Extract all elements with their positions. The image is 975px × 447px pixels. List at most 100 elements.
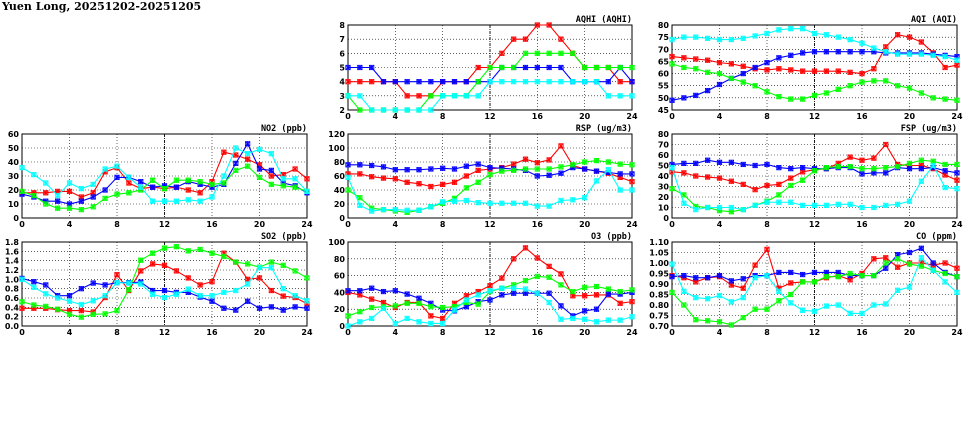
marker-star xyxy=(593,283,600,290)
x-tick-label: 4 xyxy=(393,112,399,121)
marker-star xyxy=(55,198,61,204)
data-point xyxy=(487,297,493,303)
marker-star xyxy=(209,298,215,304)
data-point xyxy=(570,50,576,56)
data-point xyxy=(357,202,363,209)
data-point xyxy=(895,287,901,293)
marker-star xyxy=(835,302,841,308)
marker-star xyxy=(392,320,398,327)
marker-star xyxy=(788,280,794,286)
data-point xyxy=(161,185,168,192)
data-point xyxy=(102,166,108,172)
marker-star xyxy=(546,50,552,56)
marker-star xyxy=(823,49,829,55)
marker-star xyxy=(428,304,434,310)
marker-star xyxy=(522,36,529,42)
marker-star xyxy=(629,299,635,305)
data-point xyxy=(716,204,723,211)
data-point xyxy=(558,170,564,176)
marker-star xyxy=(185,275,191,281)
marker-star xyxy=(871,204,877,211)
data-point xyxy=(681,288,687,294)
data-point xyxy=(114,279,120,286)
y-tick-label: 65 xyxy=(658,57,670,66)
data-point xyxy=(823,90,829,96)
marker-star xyxy=(669,36,675,43)
data-point xyxy=(871,302,877,308)
data-point xyxy=(705,296,711,302)
data-point xyxy=(66,293,73,299)
data-point xyxy=(728,159,734,165)
data-point xyxy=(593,178,600,184)
marker-star xyxy=(304,305,310,311)
data-point xyxy=(558,316,564,322)
data-point xyxy=(463,293,469,299)
marker-star xyxy=(475,301,481,307)
marker-star xyxy=(43,282,49,288)
marker-star xyxy=(416,295,422,301)
y-tick-label: 0 xyxy=(339,322,345,331)
data-point xyxy=(102,282,108,288)
data-point xyxy=(150,250,156,256)
x-tick-label: 8 xyxy=(764,328,770,337)
marker-star xyxy=(245,298,251,304)
data-point xyxy=(304,275,310,281)
data-point xyxy=(764,272,770,279)
marker-star xyxy=(197,190,203,196)
data-point xyxy=(752,202,758,209)
series-green xyxy=(669,256,960,328)
x-tick-label: 12 xyxy=(159,328,170,337)
data-point xyxy=(835,86,841,92)
marker-star xyxy=(752,64,758,71)
data-point xyxy=(428,166,434,172)
marker-star xyxy=(823,202,829,209)
marker-star xyxy=(617,93,623,99)
marker-star xyxy=(558,143,564,149)
data-point xyxy=(511,64,517,71)
marker-star xyxy=(716,81,723,88)
data-point xyxy=(693,92,699,99)
data-point xyxy=(138,184,144,190)
marker-star xyxy=(304,188,310,195)
y-tick-label: 20 xyxy=(334,305,346,314)
y-tick-label: 40 xyxy=(8,158,20,167)
marker-star xyxy=(534,160,540,166)
marker-star xyxy=(268,259,274,265)
data-point xyxy=(404,207,410,213)
marker-star xyxy=(369,64,375,71)
marker-star xyxy=(823,303,829,309)
data-point xyxy=(617,171,623,177)
data-point xyxy=(835,34,841,40)
data-point xyxy=(114,191,120,197)
data-point xyxy=(369,107,375,113)
marker-star xyxy=(451,166,458,172)
y-tick-label: 50 xyxy=(658,94,670,103)
y-tick-label: 55 xyxy=(658,82,670,91)
data-point xyxy=(629,171,635,177)
data-point xyxy=(859,166,865,172)
series-cyan xyxy=(345,79,635,113)
marker-star xyxy=(511,285,517,291)
marker-star xyxy=(930,260,936,266)
data-point xyxy=(463,163,469,169)
data-point xyxy=(752,33,758,39)
x-tick-label: 16 xyxy=(532,220,544,229)
marker-star xyxy=(392,288,398,294)
marker-star xyxy=(954,185,960,192)
marker-star xyxy=(357,107,363,113)
data-point xyxy=(522,166,529,172)
marker-star xyxy=(90,311,96,317)
data-point xyxy=(78,185,84,192)
data-point xyxy=(369,174,375,180)
marker-star xyxy=(871,45,877,51)
marker-star xyxy=(800,177,806,183)
marker-star xyxy=(345,64,351,71)
marker-star xyxy=(740,181,746,188)
marker-star xyxy=(883,255,889,261)
data-point xyxy=(102,311,108,317)
data-point xyxy=(629,162,635,168)
data-point xyxy=(416,207,422,213)
marker-star xyxy=(883,44,889,50)
marker-star xyxy=(681,170,687,176)
data-point xyxy=(380,175,387,181)
